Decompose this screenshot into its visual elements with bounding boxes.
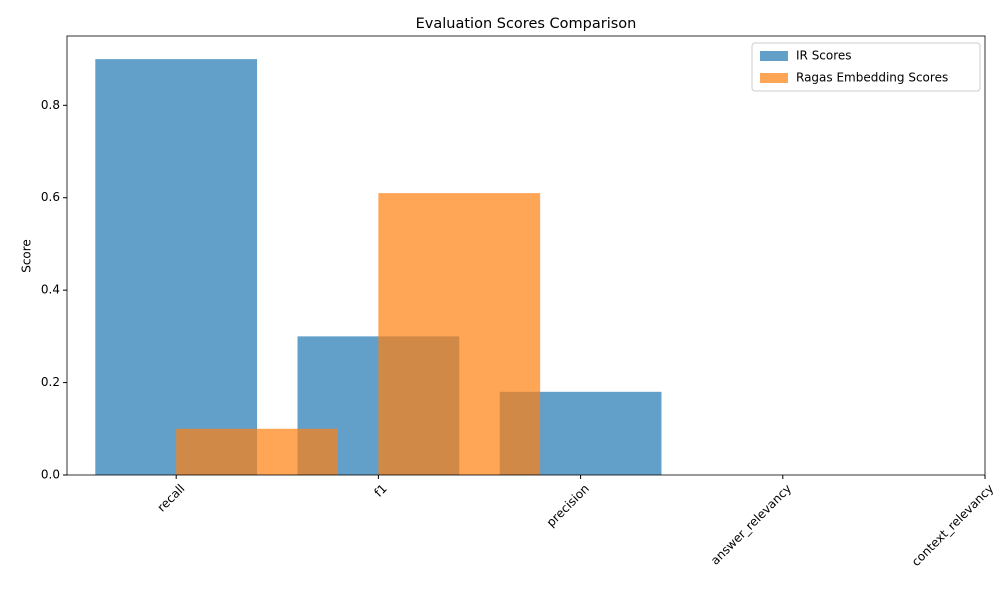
y-tick-label: 0.0 [41, 468, 60, 482]
plot-frame [66, 35, 986, 476]
legend-label: IR Scores [796, 49, 852, 63]
legend-swatch [760, 73, 788, 83]
y-tick-label: 0.8 [41, 98, 60, 112]
chart-title: Evaluation Scores Comparison [416, 16, 637, 32]
y-tick-label: 0.6 [41, 190, 60, 204]
legend-swatch [760, 51, 788, 61]
legend-box [751, 42, 981, 92]
bar [176, 428, 338, 475]
y-axis-label: Score [20, 239, 34, 273]
bar [95, 59, 258, 476]
legend-label: Ragas Embedding Scores [796, 71, 948, 85]
y-tick-label: 0.4 [41, 283, 60, 297]
bar [378, 193, 541, 475]
y-tick-label: 0.2 [41, 375, 60, 389]
